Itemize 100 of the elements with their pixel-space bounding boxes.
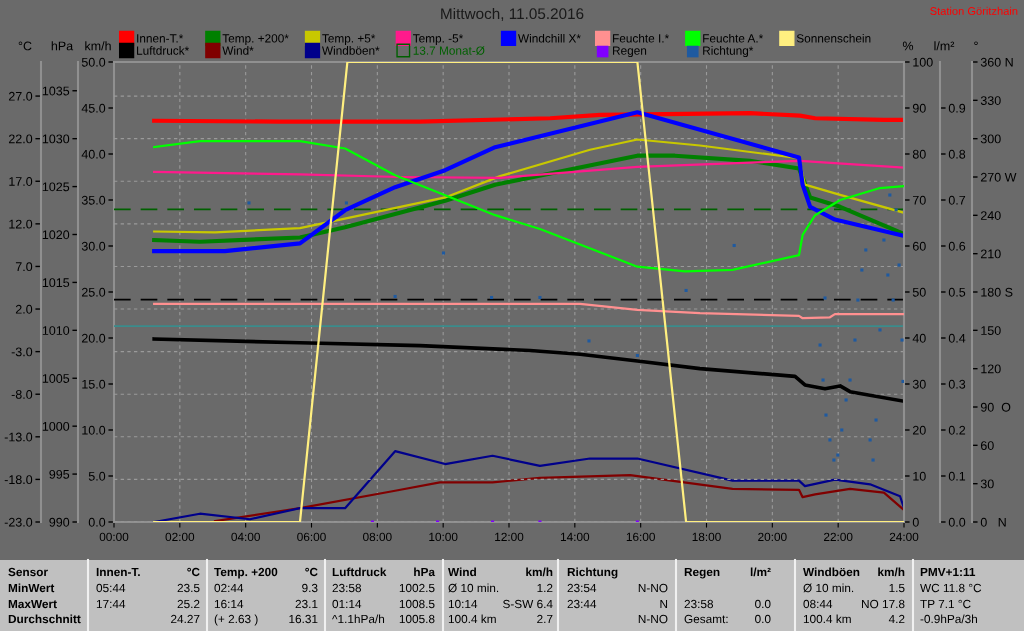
text: 08:44 <box>803 599 833 609</box>
line-series <box>152 153 904 244</box>
line-series <box>153 159 904 179</box>
text: 1002.5 <box>399 583 435 593</box>
y-tick-label: 100 <box>913 57 933 67</box>
y3-tick-label: 240 <box>980 211 1001 220</box>
y-tick-label: 5.0 <box>88 471 106 481</box>
point <box>635 353 639 358</box>
y-tick-label: 50 <box>912 287 926 297</box>
line-series <box>153 450 904 522</box>
text: PMV+1:11 <box>920 567 976 577</box>
text: 1008.5 <box>399 599 435 609</box>
y-tick-label: 40 <box>912 333 926 343</box>
text: TP 7.1 °C <box>920 599 971 609</box>
text: Gesamt: <box>684 614 728 624</box>
y2-tick-label: 0.7 <box>948 195 966 205</box>
x-tick-label: 18:00 <box>692 532 721 542</box>
y-tick-label: 0 <box>912 517 919 527</box>
y3-tick-label: 300 <box>980 134 1001 144</box>
text: hPa <box>414 567 436 577</box>
legend-label: Temp. +200* <box>222 34 289 45</box>
point <box>732 243 736 248</box>
y3-tick-label: 995 <box>49 469 70 479</box>
y3-tick-label: 990 <box>49 517 70 527</box>
text: 10:14 <box>448 599 478 609</box>
x-tick-label: 00:00 <box>99 532 129 542</box>
text: Ø 10 min. <box>803 583 854 593</box>
text: km/h <box>878 567 905 577</box>
y2-tick-label: 0.6 <box>948 241 966 251</box>
y2-tick-label: 0.5 <box>948 287 966 297</box>
text: 23.5 <box>177 583 200 593</box>
text: °C <box>305 567 318 577</box>
point <box>901 379 904 383</box>
point <box>840 428 844 432</box>
y-tick-label: 10.0 <box>82 425 106 435</box>
y-tick-label: 70 <box>912 195 926 205</box>
y3-tick-label: 1000 <box>42 421 70 431</box>
x-tick-label: 10:00 <box>429 532 458 542</box>
point <box>878 328 882 332</box>
point <box>868 438 872 442</box>
line-series <box>153 138 904 234</box>
chart-title: Mittwoch, 11.05.2016 <box>441 7 584 21</box>
y3-tick-label: 1025 <box>42 182 70 192</box>
text: 24.27 <box>171 614 200 624</box>
text: l/m² <box>750 567 771 577</box>
y3-tick-label: 60 <box>980 441 994 450</box>
legend-label: Wind* <box>222 46 254 55</box>
point <box>441 251 446 255</box>
y3-axis-title: ° <box>974 41 978 45</box>
y2-tick-label: -23.0 <box>4 517 33 527</box>
y2-tick-label: 0.0 <box>948 517 966 527</box>
text: N-NO <box>638 583 668 593</box>
text: 16.31 <box>289 614 318 624</box>
y-tick-label: 30.0 <box>81 241 106 251</box>
legend-label: Temp. +5* <box>322 34 376 45</box>
x-tick-label: 06:00 <box>297 532 326 542</box>
legend-label: 13.7 Monat-Ø <box>413 46 485 55</box>
y-tick-label: 90 <box>912 103 926 113</box>
y-tick-label: 20.0 <box>81 333 106 343</box>
text: S-SW 6.4 <box>503 599 553 609</box>
line-series <box>152 337 904 404</box>
text: 2.7 <box>537 614 553 624</box>
y2-tick-label: 0.2 <box>948 425 966 435</box>
text: N-NO <box>638 614 668 624</box>
text: 16:14 <box>214 599 244 609</box>
text: °C <box>187 567 200 577</box>
point <box>856 298 860 302</box>
y3-tick-label: 270 W <box>980 172 1017 182</box>
y2-tick-label: 0.8 <box>948 149 966 159</box>
y-tick-label: 20 <box>912 425 926 435</box>
y-tick-label: 30 <box>912 379 926 389</box>
y-tick-label: 35.0 <box>81 195 106 205</box>
text: Luftdruck <box>332 567 387 577</box>
legend-label: Richtung* <box>703 46 754 58</box>
line-series <box>152 110 904 254</box>
point <box>490 295 494 300</box>
text: Temp. +200 <box>214 567 278 579</box>
text: 23:44 <box>567 599 597 609</box>
point <box>821 378 825 382</box>
y2-tick-label: -18.0 <box>4 475 33 485</box>
legend-label: Sonnenschein <box>796 33 871 43</box>
y-tick-label: 10 <box>913 471 926 481</box>
y2-tick-label: 0.3 <box>948 379 966 389</box>
y3-tick-label: 120 <box>981 364 1001 374</box>
x-tick-label: 12:00 <box>495 532 524 542</box>
y3-tick-label: 1005 <box>42 374 70 383</box>
text: Richtung <box>567 567 618 579</box>
text: ^1.1hPa/h <box>332 614 385 624</box>
y3-tick-label: 30 <box>980 479 994 489</box>
text: 100.4 km <box>803 614 851 624</box>
text: 23:58 <box>684 599 714 609</box>
y2-tick-label: 12.0 <box>9 219 33 229</box>
y3-tick-label: 0 N <box>980 517 1006 527</box>
y-axis-title: km/h <box>85 41 111 51</box>
text: Ø 10 min. <box>448 583 499 593</box>
text: 1005.8 <box>399 614 435 624</box>
y-tick-label: 50.0 <box>81 57 106 67</box>
y3-tick-label: 360 N <box>980 57 1013 67</box>
text: 02:44 <box>214 583 244 593</box>
text: 1.5 <box>889 583 905 593</box>
